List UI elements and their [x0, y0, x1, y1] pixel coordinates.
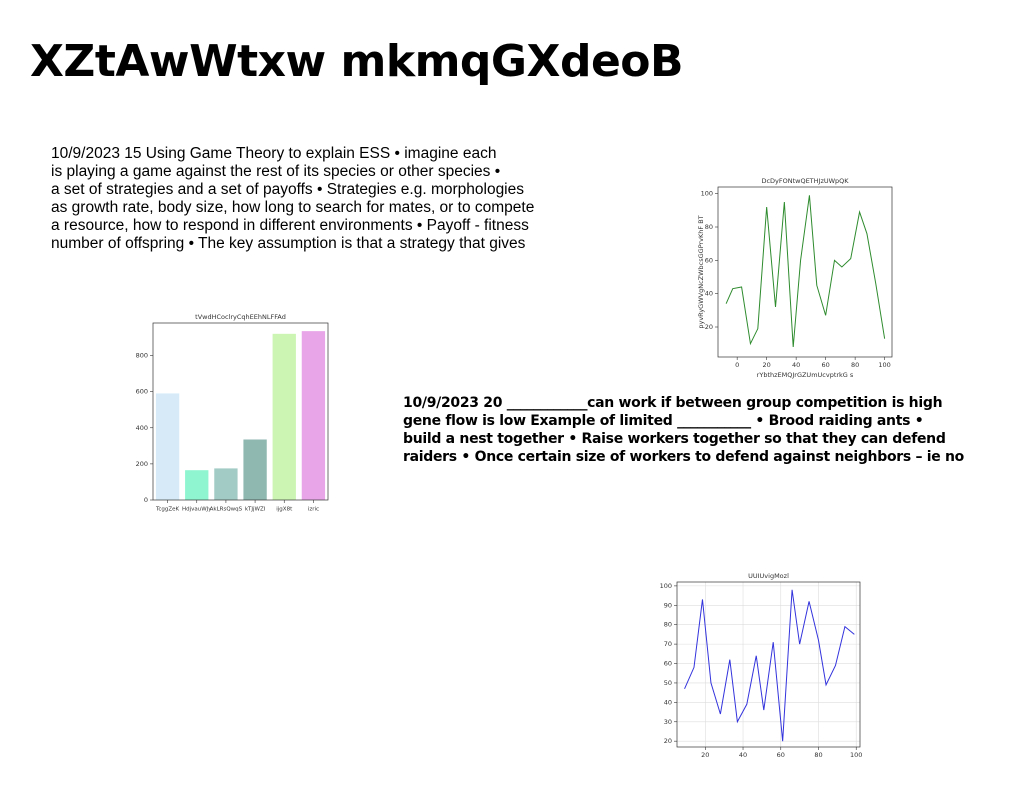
y-tick-label: 40: [705, 290, 713, 298]
chart-title: tVwdHCoclryCqhEEhNLFFAd: [195, 313, 286, 321]
y-tick-label: 100: [701, 190, 713, 198]
plot-frame: [152, 322, 329, 501]
paragraph-line: a set of strategies and a set of payoffs…: [51, 181, 524, 198]
x-tick-label: 40: [792, 361, 800, 369]
page-title: XZtAwWtxw mkmqGXdeoB: [30, 36, 683, 87]
bar: [155, 393, 180, 500]
y-tick-label: 60: [664, 660, 672, 668]
x-axis-label: rYbthzEMQJrGZUmUcvptrkG s: [757, 371, 854, 379]
x-tick-label: TcggZeK: [155, 507, 180, 513]
paragraph-line: a resource, how to respond in different …: [51, 217, 529, 234]
x-tick-label: 60: [822, 361, 830, 369]
x-tick-label: ijgX8t: [276, 507, 293, 513]
paragraph-line: as growth rate, body size, how long to s…: [51, 199, 534, 216]
y-tick-label: 80: [664, 621, 672, 629]
y-tick-label: 600: [136, 388, 148, 396]
y-tick-label: 40: [664, 698, 672, 706]
y-tick-label: 70: [664, 640, 672, 648]
paragraph-line: build a nest together • Raise workers to…: [403, 431, 946, 447]
plot-frame: [717, 186, 893, 358]
y-tick-label: 80: [705, 223, 713, 231]
y-tick-label: 50: [664, 679, 672, 687]
paragraph-line: number of offspring • The key assumption…: [51, 235, 526, 252]
y-tick-label: 20: [664, 737, 672, 745]
y-tick-label: 200: [136, 460, 148, 468]
x-tick-label: 100: [878, 361, 890, 369]
x-tick-label: izric: [308, 507, 319, 513]
line-series: [684, 589, 855, 742]
paragraph-line: gene flow is low Example of limited ____…: [403, 413, 923, 429]
paragraph-line: 10/9/2023 15 Using Game Theory to explai…: [51, 145, 496, 162]
y-tick-label: 800: [136, 352, 148, 360]
line-series: [725, 195, 886, 348]
y-tick-label: 90: [664, 601, 672, 609]
chart-title: UUIUvigMozl: [748, 572, 789, 580]
x-tick-label: 20: [701, 751, 709, 759]
bar: [272, 333, 296, 500]
x-tick-label: 60: [777, 751, 785, 759]
bar: [214, 468, 238, 500]
y-tick-label: 0: [144, 496, 148, 504]
paragraph-line: is playing a game against the rest of it…: [51, 163, 500, 180]
y-tick-label: 400: [136, 424, 148, 432]
x-tick-label: AkLRsQwqS: [210, 507, 243, 513]
y-tick-label: 30: [664, 718, 672, 726]
y-tick-label: 100: [660, 582, 672, 590]
paragraph-line: raiders • Once certain size of workers t…: [403, 449, 965, 465]
x-tick-label: 0: [735, 361, 739, 369]
x-tick-label: 80: [814, 751, 822, 759]
y-axis-label: pyvRyGWVgNcZWbcsGGPrvKhF BT: [697, 215, 705, 328]
bar: [243, 439, 267, 500]
chart-title: DcDyFONtwQETHJzUWpQK: [761, 177, 849, 185]
bar: [185, 470, 209, 500]
plot-frame: [676, 581, 861, 748]
bar: [301, 331, 326, 500]
y-tick-label: 20: [705, 323, 713, 331]
y-tick-label: 60: [705, 256, 713, 264]
x-tick-label: 40: [739, 751, 747, 759]
x-tick-label: 100: [850, 751, 862, 759]
paragraph-line: 10/9/2023 20 ____________can work if bet…: [403, 395, 942, 411]
x-tick-label: HdjvauWJy: [182, 507, 212, 513]
x-tick-label: 20: [763, 361, 771, 369]
x-tick-label: 80: [851, 361, 859, 369]
x-tick-label: kTJjWZI: [245, 507, 266, 513]
